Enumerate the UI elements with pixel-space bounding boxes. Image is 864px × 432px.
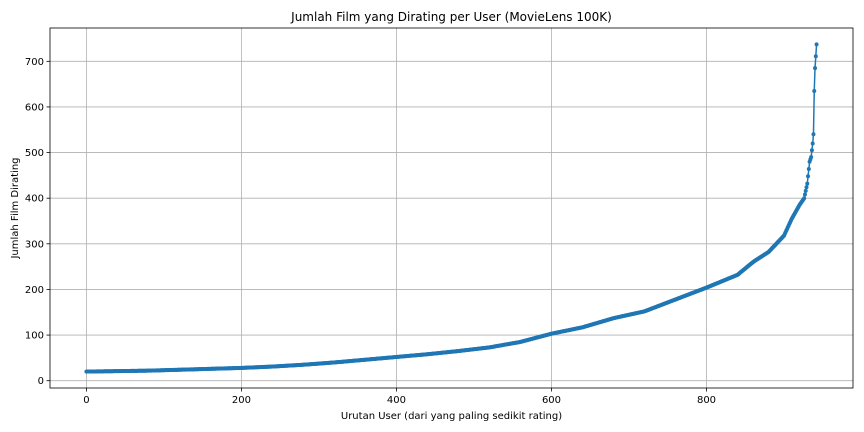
data-point	[811, 132, 816, 137]
data-point	[806, 166, 811, 171]
data-point	[802, 192, 807, 197]
data-point	[809, 155, 814, 160]
data-point	[809, 148, 814, 153]
series-layer	[84, 42, 819, 374]
plot-frame	[49, 27, 854, 389]
data-point	[814, 42, 819, 47]
y-axis-label: Jumlah Film Dirating	[10, 157, 21, 259]
y-tick-label: 300	[25, 239, 44, 250]
data-point	[813, 54, 818, 59]
x-tick-label: 200	[232, 395, 251, 406]
grid-layer	[50, 28, 853, 388]
data-point	[805, 181, 810, 186]
y-tick-label: 700	[25, 57, 44, 68]
y-tick-label: 400	[25, 194, 44, 205]
y-tick-label: 0	[38, 376, 44, 387]
x-tick-label: 400	[387, 395, 406, 406]
x-tick-label: 800	[697, 395, 716, 406]
data-point	[812, 88, 817, 93]
axes-layer: 0 200 400 600 800 0 100 200 300 400 500 600 700	[25, 57, 716, 406]
data-point	[804, 185, 809, 190]
x-tick-label: 600	[542, 395, 561, 406]
data-point	[810, 141, 815, 146]
data-point	[802, 196, 807, 201]
y-tick-label: 600	[25, 102, 44, 113]
x-tick-label: 0	[83, 395, 89, 406]
chart-title: Jumlah Film yang Dirating per User (Movi…	[290, 10, 612, 24]
y-tick-label: 100	[25, 331, 44, 342]
y-tick-label: 500	[25, 148, 44, 159]
data-point	[803, 188, 808, 193]
data-point	[806, 174, 811, 179]
y-tick-label: 200	[25, 285, 44, 296]
data-point	[813, 66, 818, 71]
x-axis-label: Urutan User (dari yang paling sedikit ra…	[341, 411, 562, 422]
